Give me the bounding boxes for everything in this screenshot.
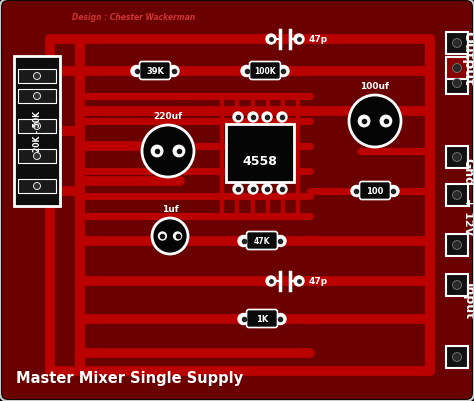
Circle shape (151, 146, 163, 157)
Circle shape (358, 116, 370, 128)
Text: 100uf: 100uf (361, 82, 390, 91)
Bar (226, 125, 294, 182)
Circle shape (266, 276, 276, 286)
Text: 100K: 100K (254, 67, 276, 76)
Circle shape (248, 113, 258, 123)
Circle shape (388, 186, 399, 197)
Circle shape (152, 219, 188, 254)
Bar (446, 147, 468, 168)
Bar (18, 120, 56, 134)
Circle shape (238, 314, 249, 325)
Circle shape (34, 93, 40, 100)
Circle shape (453, 153, 462, 162)
Circle shape (277, 113, 287, 123)
Bar (18, 90, 56, 104)
Circle shape (131, 66, 142, 77)
Circle shape (453, 39, 462, 49)
Circle shape (453, 79, 462, 88)
Text: 39K: 39K (146, 67, 164, 76)
Circle shape (380, 116, 392, 128)
Bar (14, 57, 60, 207)
Text: Design : Chester Wackerman: Design : Chester Wackerman (72, 12, 195, 21)
Bar (18, 150, 56, 164)
Circle shape (34, 153, 40, 160)
Circle shape (233, 184, 243, 194)
Text: 100: 100 (366, 187, 383, 196)
Text: 47K: 47K (254, 237, 270, 246)
FancyBboxPatch shape (246, 310, 277, 328)
Text: 220uf: 220uf (154, 112, 182, 121)
Circle shape (233, 113, 243, 123)
Text: 4558: 4558 (243, 155, 277, 168)
Circle shape (277, 184, 287, 194)
Circle shape (248, 184, 258, 194)
FancyBboxPatch shape (249, 62, 281, 80)
Bar (18, 180, 56, 194)
Bar (446, 73, 468, 95)
FancyBboxPatch shape (359, 182, 391, 200)
Circle shape (262, 184, 272, 194)
Circle shape (34, 123, 40, 130)
Bar (446, 58, 468, 80)
Circle shape (275, 314, 286, 325)
Circle shape (158, 233, 166, 240)
Circle shape (349, 96, 401, 148)
Circle shape (453, 241, 462, 250)
Circle shape (142, 126, 194, 178)
Circle shape (34, 73, 40, 80)
Circle shape (453, 191, 462, 200)
Text: Gnd: Gnd (462, 158, 474, 186)
Text: Input: Input (462, 283, 474, 320)
Bar (446, 346, 468, 368)
Circle shape (168, 66, 179, 77)
Circle shape (173, 233, 182, 240)
Bar (446, 184, 468, 207)
Text: 20K - 50K: 20K - 50K (33, 111, 42, 152)
Circle shape (453, 352, 462, 362)
Text: Output: Output (461, 30, 474, 85)
FancyBboxPatch shape (246, 232, 277, 250)
Bar (446, 235, 468, 256)
Text: 47p: 47p (309, 35, 328, 45)
Circle shape (278, 66, 289, 77)
Circle shape (294, 35, 304, 45)
Text: + 12V: + 12V (463, 198, 473, 235)
Circle shape (453, 281, 462, 290)
Circle shape (294, 276, 304, 286)
Bar (18, 70, 56, 84)
Circle shape (275, 236, 286, 247)
Text: Master Mixer Single Supply: Master Mixer Single Supply (16, 370, 243, 385)
Text: 47p: 47p (309, 277, 328, 286)
Circle shape (173, 146, 185, 157)
Circle shape (238, 236, 249, 247)
Circle shape (262, 113, 272, 123)
FancyBboxPatch shape (139, 62, 171, 80)
Circle shape (351, 186, 362, 197)
Text: 1K: 1K (256, 315, 268, 324)
Bar (446, 33, 468, 55)
Bar (446, 274, 468, 296)
Text: 1uf: 1uf (162, 205, 178, 213)
Circle shape (34, 183, 40, 190)
Circle shape (453, 64, 462, 73)
Circle shape (266, 35, 276, 45)
Circle shape (241, 66, 252, 77)
